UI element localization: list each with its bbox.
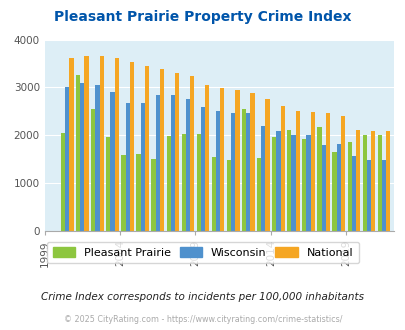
Bar <box>155 95 160 231</box>
Bar <box>332 152 336 231</box>
Bar <box>241 110 245 231</box>
Bar <box>181 134 185 231</box>
Bar <box>200 107 205 231</box>
Bar <box>196 134 200 231</box>
Bar <box>160 69 164 231</box>
Bar <box>140 103 145 231</box>
Bar <box>91 109 95 231</box>
Bar <box>65 87 69 231</box>
Bar <box>175 73 179 231</box>
Bar <box>286 130 291 231</box>
Bar <box>256 158 260 231</box>
Bar <box>226 160 230 231</box>
Bar <box>340 116 344 231</box>
Bar <box>215 112 220 231</box>
Bar <box>76 76 80 231</box>
Bar <box>69 58 73 231</box>
Bar <box>121 155 125 231</box>
Bar <box>99 56 104 231</box>
Text: Pleasant Prairie Property Crime Index: Pleasant Prairie Property Crime Index <box>54 10 351 24</box>
Bar <box>211 157 215 231</box>
Bar <box>220 88 224 231</box>
Bar <box>250 93 254 231</box>
Bar <box>366 160 370 231</box>
Bar <box>205 85 209 231</box>
Text: Crime Index corresponds to incidents per 100,000 inhabitants: Crime Index corresponds to incidents per… <box>41 292 364 302</box>
Bar <box>370 131 374 231</box>
Bar <box>321 145 325 231</box>
Bar <box>265 99 269 231</box>
Bar <box>190 76 194 231</box>
Bar <box>95 85 99 231</box>
Bar <box>84 56 88 231</box>
Bar <box>151 159 155 231</box>
Bar <box>317 127 321 231</box>
Bar <box>245 113 250 231</box>
Text: © 2025 CityRating.com - https://www.cityrating.com/crime-statistics/: © 2025 CityRating.com - https://www.city… <box>64 315 341 324</box>
Bar <box>171 95 175 231</box>
Bar <box>325 113 329 231</box>
Bar <box>351 156 355 231</box>
Bar <box>106 137 110 231</box>
Bar <box>347 142 351 231</box>
Bar <box>166 136 171 231</box>
Bar <box>260 126 265 231</box>
Bar <box>302 139 306 231</box>
Bar <box>280 106 284 231</box>
Bar <box>110 92 114 231</box>
Bar <box>377 135 381 231</box>
Bar <box>295 112 299 231</box>
Bar <box>381 160 385 231</box>
Bar <box>125 103 130 231</box>
Bar <box>271 137 276 231</box>
Bar <box>230 113 235 231</box>
Bar <box>185 99 190 231</box>
Bar <box>235 90 239 231</box>
Bar <box>355 130 359 231</box>
Bar <box>385 131 389 231</box>
Bar <box>61 133 65 231</box>
Bar <box>114 58 119 231</box>
Bar <box>145 66 149 231</box>
Bar <box>136 154 140 231</box>
Bar <box>130 62 134 231</box>
Bar <box>336 145 340 231</box>
Bar <box>306 135 310 231</box>
Bar <box>80 83 84 231</box>
Bar <box>291 135 295 231</box>
Legend: Pleasant Prairie, Wisconsin, National: Pleasant Prairie, Wisconsin, National <box>47 242 358 263</box>
Bar <box>276 131 280 231</box>
Bar <box>362 135 366 231</box>
Bar <box>310 112 314 231</box>
